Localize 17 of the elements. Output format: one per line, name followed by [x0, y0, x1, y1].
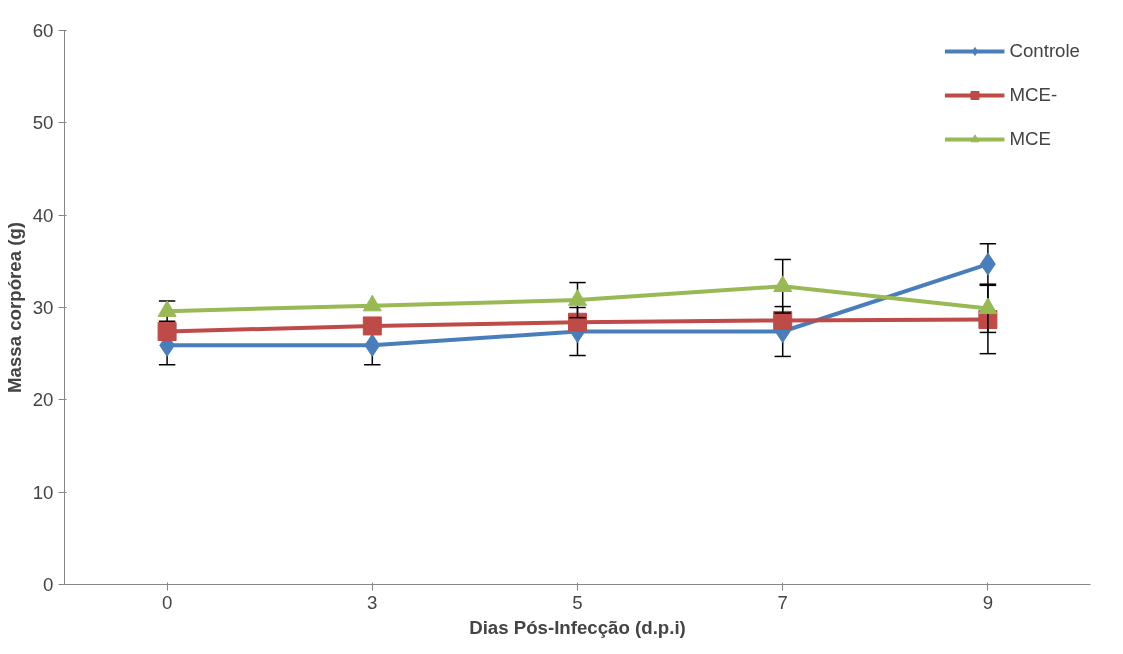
legend-label: MCE-	[1009, 84, 1058, 106]
y-tick-label: 10	[32, 481, 54, 503]
x-tick-label: 7	[777, 591, 788, 613]
x-tick-label: 0	[161, 591, 173, 613]
x-axis-title: Dias Pós-Infecção (d.p.i)	[469, 616, 686, 638]
y-tick-label: 0	[43, 574, 54, 595]
legend-label: MCE	[1009, 128, 1051, 150]
x-tick-label: 3	[367, 591, 378, 613]
legend-label: Controle	[1009, 40, 1080, 62]
y-axis-title: Massa corpórea (g)	[3, 221, 25, 394]
y-tick-label: 20	[32, 389, 54, 411]
x-tick-label: 9	[982, 591, 994, 613]
y-tick-label: 50	[32, 112, 54, 134]
y-tick-label: 60	[32, 20, 54, 41]
y-tick-label: 40	[32, 204, 54, 226]
x-tick-label: 5	[572, 591, 583, 613]
y-tick-label: 30	[32, 297, 54, 318]
